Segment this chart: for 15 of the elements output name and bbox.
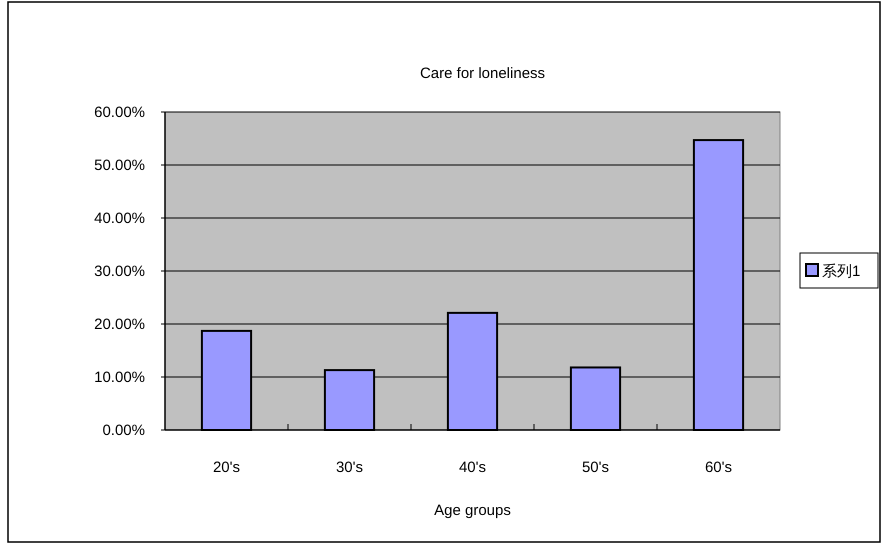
x-tick-label: 40's bbox=[458, 459, 486, 476]
y-tick-label: 40.00% bbox=[94, 210, 145, 227]
y-tick-label: 10.00% bbox=[94, 369, 145, 386]
chart-title: Care for loneliness bbox=[420, 65, 546, 82]
y-tick-label: 0.00% bbox=[102, 422, 145, 439]
x-tick-label: 20's bbox=[212, 459, 240, 476]
legend-label: 系列1 bbox=[822, 263, 860, 280]
x-tick-label: 30's bbox=[336, 459, 364, 476]
x-tick-label: 50's bbox=[582, 459, 610, 476]
y-tick-label: 60.00% bbox=[94, 104, 145, 121]
y-tick-label: 20.00% bbox=[94, 316, 145, 333]
y-tick-label: 30.00% bbox=[94, 263, 145, 280]
y-tick-label: 50.00% bbox=[94, 157, 145, 174]
x-tick-label: 60's bbox=[704, 459, 732, 476]
x-axis-title: Age groups bbox=[434, 502, 511, 519]
